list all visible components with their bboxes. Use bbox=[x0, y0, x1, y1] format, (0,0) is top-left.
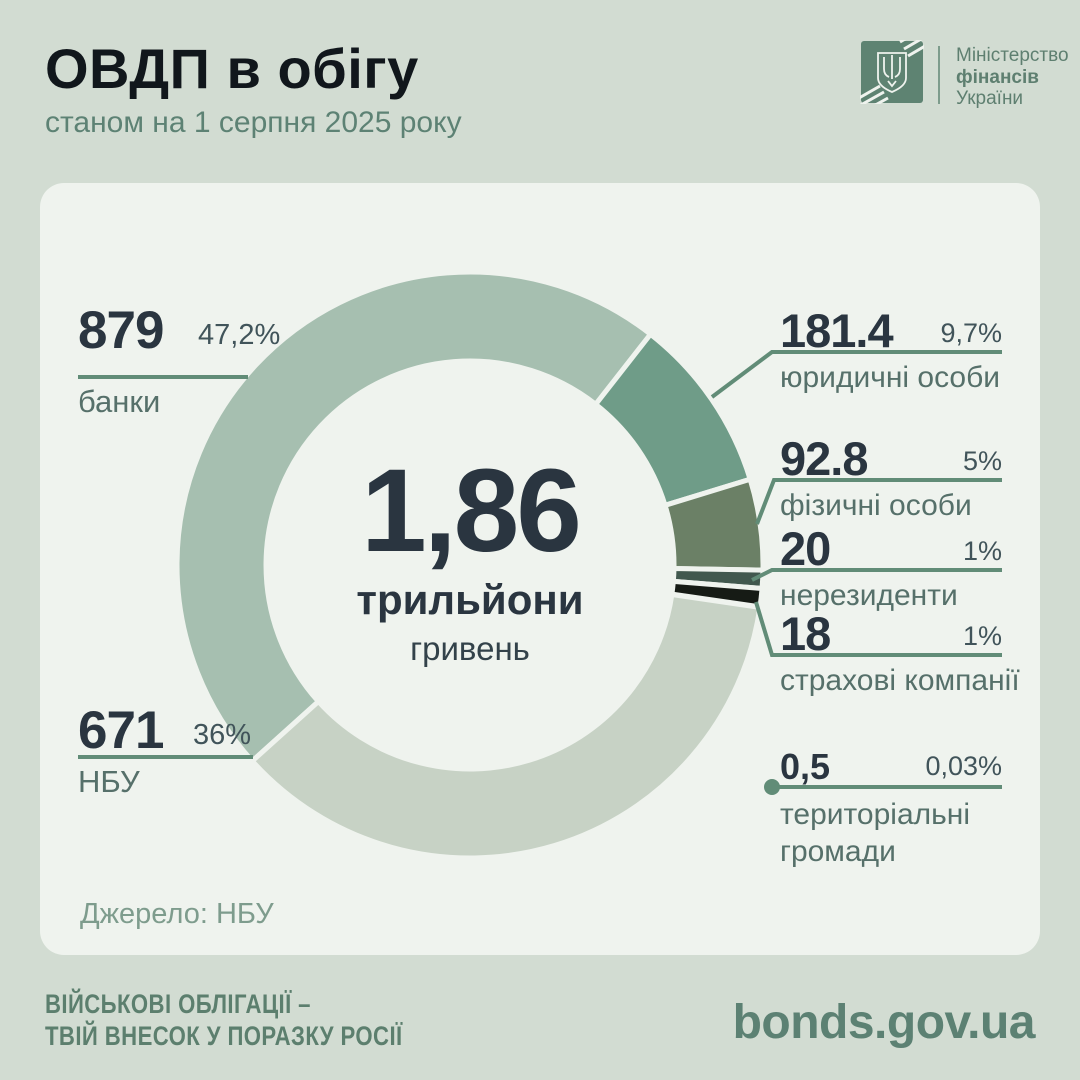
logo-line-2: фінансів bbox=[956, 66, 1039, 88]
value-communities: 0,5 bbox=[780, 746, 831, 787]
label-nbu: НБУ bbox=[78, 764, 140, 799]
pct-banks: 47,2% bbox=[198, 319, 281, 351]
logo-divider bbox=[938, 46, 940, 104]
slogan-line-1: ВІЙСЬКОВІ ОБЛІГАЦІЇ – bbox=[45, 989, 311, 1019]
label-communities: територіальні громади bbox=[780, 798, 971, 868]
donut-chart bbox=[174, 269, 766, 861]
label-nonresidents: нерезиденти bbox=[780, 579, 958, 612]
pct-nbu: 36% bbox=[193, 719, 252, 751]
value-individuals: 92.8 bbox=[780, 432, 868, 485]
total-value: 1,86 bbox=[361, 445, 582, 577]
total-unit: гривень bbox=[410, 630, 530, 667]
logo-line-1: Міністерство bbox=[956, 45, 1069, 66]
value-insurance: 18 bbox=[780, 607, 831, 660]
ministry-logo-text: Міністерство фінансів України bbox=[956, 45, 1069, 110]
label-legal-entities: юридичні особи bbox=[780, 361, 1001, 394]
donut-center-label: 1,86 трильйони гривень bbox=[150, 452, 790, 668]
logo-line-3: України bbox=[956, 88, 1024, 109]
pct-individuals: 5% bbox=[962, 446, 1002, 476]
page-title: ОВДП в обігу bbox=[45, 37, 419, 100]
donut-segment-6 bbox=[248, 591, 763, 861]
page-subtitle: станом на 1 серпня 2025 року bbox=[45, 106, 462, 139]
donut-segment-0 bbox=[174, 269, 655, 765]
total-unit-bold: трильйони bbox=[356, 576, 584, 623]
footer-slogan: ВІЙСЬКОВІ ОБЛІГАЦІЇ – ТВІЙ ВНЕСОК У ПОРА… bbox=[45, 988, 403, 1052]
ministry-logo bbox=[860, 40, 924, 104]
label-insurance: страхові компанії bbox=[780, 664, 1020, 697]
label-banks: банки bbox=[78, 384, 161, 419]
pct-nonresidents: 1% bbox=[962, 536, 1002, 566]
label-individuals: фізичні особи bbox=[780, 489, 972, 522]
slogan-line-2: ТВІЙ ВНЕСОК У ПОРАЗКУ РОСІЇ bbox=[45, 1021, 403, 1051]
value-nonresidents: 20 bbox=[780, 522, 831, 575]
bonds-site-link[interactable]: bonds.gov.ua bbox=[732, 996, 1036, 1049]
trident-emblem-icon bbox=[860, 40, 924, 104]
value-legal-entities: 181.4 bbox=[780, 304, 894, 357]
pct-insurance: 1% bbox=[962, 621, 1002, 651]
value-banks: 879 bbox=[78, 301, 164, 360]
value-nbu: 671 bbox=[78, 701, 164, 760]
source-note: Джерело: НБУ bbox=[80, 898, 274, 930]
pct-communities: 0,03% bbox=[925, 751, 1002, 781]
pct-legal-entities: 9,7% bbox=[940, 318, 1002, 348]
